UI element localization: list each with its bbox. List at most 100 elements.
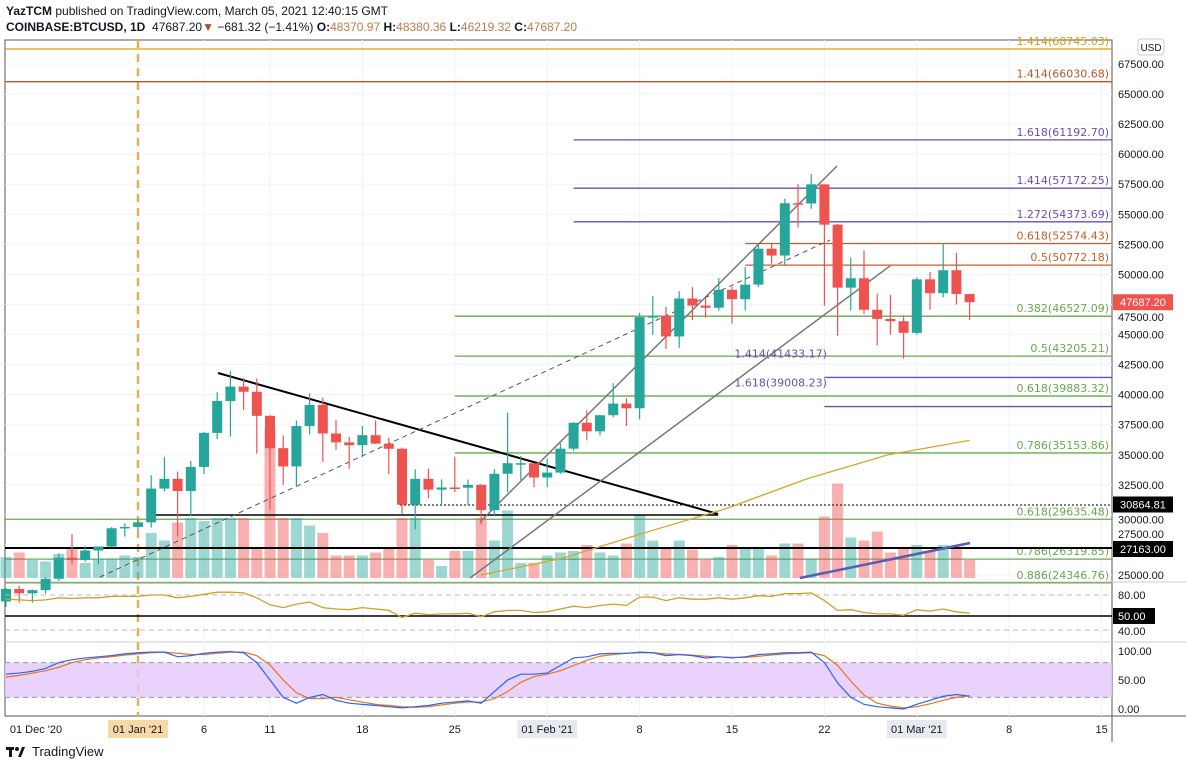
volume-bar — [752, 548, 764, 578]
candle-body — [766, 248, 777, 256]
candle-body — [489, 473, 500, 511]
candle-body — [568, 422, 579, 449]
volume-bar — [330, 555, 342, 578]
candle-body — [515, 463, 526, 465]
candle-body — [542, 472, 553, 478]
candle-body — [727, 289, 737, 300]
price-tick-label: 45000.00 — [1118, 330, 1164, 342]
candle-body — [898, 321, 909, 333]
price-tick-label: 67500.00 — [1118, 59, 1164, 71]
price-tick-label: 62500.00 — [1118, 119, 1164, 131]
candle-body — [133, 522, 143, 527]
candle-body — [872, 309, 883, 319]
candle-body — [317, 404, 328, 434]
volume-bar — [726, 545, 738, 578]
volume-bar — [356, 555, 368, 578]
rsi-line — [5, 591, 970, 619]
candle-body — [410, 478, 421, 505]
candle-body — [40, 578, 51, 591]
close-label: C: — [514, 20, 527, 34]
price-tick-label: 25000.00 — [1118, 570, 1164, 582]
time-tick-label: 18 — [356, 724, 368, 736]
volume-bar — [686, 549, 698, 578]
moving-average-line — [481, 439, 970, 576]
volume-bar — [700, 560, 712, 578]
volume-bar — [449, 551, 461, 578]
volume-bar — [898, 548, 910, 578]
candle-body — [647, 316, 658, 318]
currency-button[interactable] — [1137, 38, 1165, 56]
price-tick-label: 55000.00 — [1118, 209, 1164, 221]
rsi-level-label: 50.00 — [1118, 611, 1146, 623]
candle-body — [608, 403, 619, 416]
stoch-tick-label: 100.00 — [1118, 646, 1152, 658]
candle-body — [687, 298, 698, 306]
volume-bar — [304, 525, 316, 578]
fib-level-label: 1.618(61192.70) — [1016, 126, 1109, 139]
ohlc-line: COINBASE:BTCUSD, 1D 47687.20▼ −681.32 (−… — [6, 19, 577, 35]
tradingview-logo-icon — [6, 746, 25, 757]
time-tick-label: 01 Dec '20 — [10, 724, 62, 736]
fib-level-label: 0.618(39883.32) — [1016, 382, 1109, 395]
low-value: 46219.32 — [460, 20, 511, 34]
fib-level-label: 0.886(24346.76) — [1016, 569, 1109, 582]
candle-body — [911, 279, 922, 333]
time-tick-label: 11 — [264, 724, 275, 736]
volume-bar — [158, 540, 170, 578]
price-tick-label: 65000.00 — [1118, 89, 1164, 101]
candle-body — [885, 318, 896, 322]
candle-body — [291, 426, 302, 467]
candle-body — [357, 435, 368, 446]
time-tick-label: 01 Feb '21 — [521, 724, 573, 736]
time-tick-label: 15 — [1095, 724, 1107, 736]
last-price: 47687.20 — [152, 20, 203, 34]
candle-body — [53, 557, 64, 579]
fib-level-label: 1.414(57172.25) — [1016, 174, 1109, 187]
candle-body — [397, 448, 407, 505]
volume-bar — [554, 552, 566, 578]
symbol-label[interactable]: COINBASE:BTCUSD, 1D — [6, 20, 146, 34]
candle-body — [238, 386, 249, 392]
time-label-box — [886, 720, 947, 738]
descending-trendline — [217, 372, 719, 515]
fib-level-label: 1.618(39008.23) — [734, 377, 827, 390]
price-tick-label: 40000.00 — [1118, 390, 1164, 402]
volume-bar — [198, 521, 210, 578]
price-tick-label: 37500.00 — [1118, 420, 1164, 432]
publish-line: YazTCM published on TradingView.com, Mar… — [6, 3, 577, 19]
candle-body — [806, 184, 817, 204]
brand-name[interactable]: TradingView — [32, 744, 104, 759]
candle-body — [595, 415, 605, 432]
volume-bar — [515, 563, 527, 578]
volume-bar — [937, 545, 949, 578]
volume-bar — [13, 552, 25, 578]
volume-bar — [858, 540, 870, 578]
fib-level-label: 0.618(52574.43) — [1016, 229, 1109, 242]
time-tick-label: 25 — [449, 724, 461, 736]
volume-bar — [871, 531, 883, 578]
price-chart[interactable]: 1.414(68745.03) 1.414(66030.68) 1.618(6119… — [0, 36, 1186, 742]
candle-body — [845, 278, 856, 288]
price-tick-label: 32500.00 — [1118, 480, 1164, 492]
author-name[interactable]: YazTCM — [6, 4, 53, 18]
price-badge — [1113, 496, 1173, 513]
fib-level-label: 0.5(50772.18) — [1030, 251, 1109, 264]
candle-body — [674, 298, 685, 337]
high-value: 48380.36 — [396, 20, 447, 34]
candle-body — [832, 224, 843, 288]
candle-body — [463, 484, 473, 488]
time-label-box — [517, 720, 578, 738]
price-badge-label: 27163.00 — [1120, 544, 1166, 556]
volume-bar — [343, 555, 355, 578]
candle-body — [793, 203, 803, 205]
time-tick-label: 8 — [637, 724, 643, 736]
fib-level-label: 0.618(29635.48) — [1016, 505, 1109, 518]
price-badge-label: 47687.20 — [1120, 297, 1166, 309]
stoch-tick-label: 0.00 — [1118, 704, 1139, 716]
channel-upper-line — [479, 165, 838, 523]
price-tick-label: 47500.00 — [1118, 312, 1164, 324]
candle-body — [212, 401, 223, 433]
rsi-level-badge — [1113, 608, 1155, 624]
volume-bar — [26, 560, 38, 578]
price-tick-label: 42500.00 — [1118, 360, 1164, 372]
